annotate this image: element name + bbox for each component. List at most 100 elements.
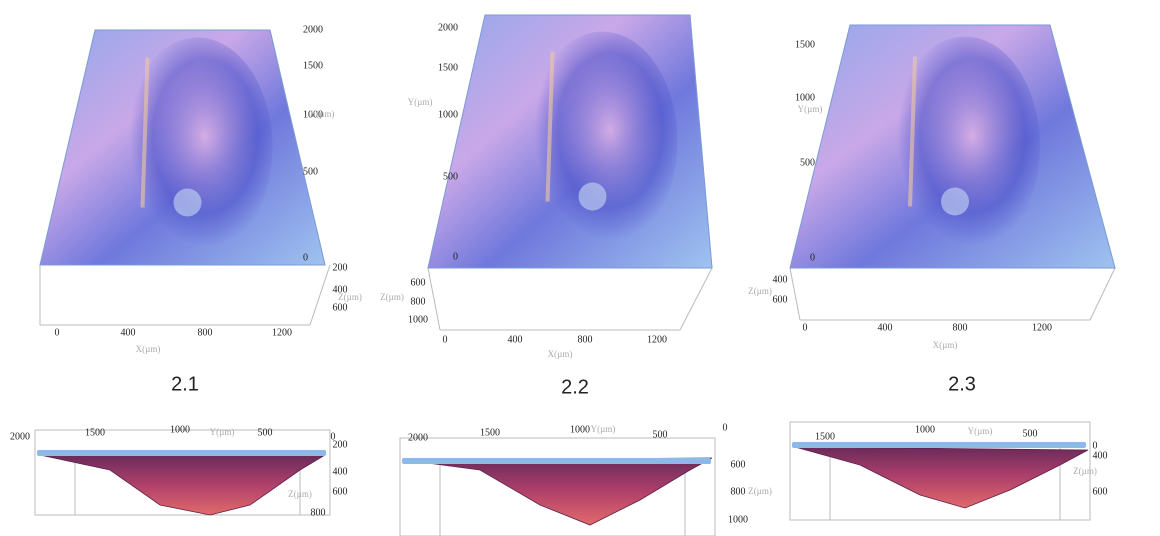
y-tick-label: 0	[331, 431, 336, 442]
y-tick-label: 1500	[303, 60, 323, 71]
axis-box-edge	[789, 267, 801, 321]
z-tick-label: 200	[333, 262, 348, 273]
y-axis-label: Y(µm)	[210, 427, 235, 437]
y-axis-label: Y(µm)	[591, 424, 616, 434]
rim	[792, 442, 1086, 448]
z-tick-label: 600	[411, 277, 426, 288]
x-tick-label: 400	[508, 334, 523, 345]
crater-bump	[173, 188, 202, 217]
z-tick-label: 600	[773, 294, 788, 305]
x-axis-label: X(µm)	[548, 349, 573, 359]
rim	[402, 458, 711, 464]
y-tick-label: 0	[723, 422, 728, 433]
y-tick-label: 1000	[438, 109, 458, 120]
z-tick-label: 400	[333, 466, 348, 477]
crater	[527, 31, 678, 252]
x-tick-label: 800	[578, 334, 593, 345]
y-tick-label: 1500	[815, 431, 835, 442]
y-tick-label: 1500	[795, 39, 815, 50]
basin	[794, 446, 1089, 509]
z-axis-label: Z(µm)	[748, 286, 772, 296]
basin	[404, 457, 713, 526]
y-tick-label: 1000	[303, 109, 323, 120]
z-tick-label: 800	[411, 296, 426, 307]
caption: 2.3	[948, 373, 976, 395]
crater-ridge	[140, 57, 150, 208]
y-tick-label: 2000	[438, 22, 458, 33]
y-tick-label: 1500	[480, 427, 500, 438]
z-tick-label: 200	[333, 439, 348, 450]
crater	[122, 37, 273, 258]
z-tick-label: 600	[333, 302, 348, 313]
y-tick-label: 1000	[570, 424, 590, 435]
z-tick-label: 600	[333, 486, 348, 497]
y-tick-label: 500	[443, 171, 458, 182]
y-tick-label: 500	[303, 166, 318, 177]
z-axis-label: Z(µm)	[380, 292, 404, 302]
z-axis-label: Z(µm)	[288, 489, 312, 499]
x-tick-label: 0	[803, 322, 808, 333]
z-tick-label: 600	[1093, 486, 1108, 497]
z-tick-label: 1000	[728, 514, 748, 525]
y-tick-label: 500	[653, 429, 668, 440]
x-tick-label: 1200	[272, 327, 292, 338]
crater-ridge	[908, 56, 917, 207]
z-tick-label: 400	[1093, 450, 1108, 461]
y-tick-label: 2000	[408, 432, 428, 443]
x-tick-label: 400	[121, 327, 136, 338]
x-tick-label: 800	[198, 327, 213, 338]
basin	[39, 454, 327, 516]
crater	[890, 36, 1040, 257]
x-tick-label: 400	[878, 322, 893, 333]
y-tick-label: 0	[303, 252, 308, 263]
y-tick-label: 0	[453, 251, 458, 262]
y-tick-label: 500	[800, 157, 815, 168]
z-tick-label: 800	[731, 486, 746, 497]
x-tick-label: 0	[55, 327, 60, 338]
y-tick-label: 0	[1093, 440, 1098, 451]
z-tick-label: 800	[311, 507, 326, 518]
y-axis-label: Y(µm)	[968, 426, 993, 436]
z-tick-label: 1000	[408, 314, 428, 325]
plots: 0 400 800 12002000150010005000200400600X(µm…	[10, 14, 1116, 536]
x-tick-label: 1200	[1032, 322, 1052, 333]
y-axis-label: Y(µm)	[798, 104, 823, 114]
y-tick-label: 1000	[795, 92, 815, 103]
side-box	[34, 429, 331, 516]
caption: 2.1	[171, 373, 199, 395]
side-box	[789, 421, 1091, 521]
y-axis-label: Y(µm)	[310, 109, 335, 119]
x-axis-label: X(µm)	[136, 344, 161, 354]
y-tick-label: 0	[810, 252, 815, 263]
axis-box-edge	[679, 267, 713, 331]
y-tick-label: 2000	[10, 431, 30, 442]
y-tick-label: 500	[1023, 428, 1038, 439]
y-tick-label: 1500	[85, 427, 105, 438]
z-axis-label: Z(µm)	[748, 486, 772, 496]
y-axis-label: Y(µm)	[408, 97, 433, 107]
x-tick-label: 800	[953, 322, 968, 333]
y-tick-label: 500	[258, 427, 273, 438]
crater-bump	[578, 182, 607, 211]
axis-box-edge	[309, 264, 331, 326]
x-tick-label: 1200	[647, 334, 667, 345]
crater-ridge	[545, 51, 555, 202]
z-tick-label: 600	[731, 459, 746, 470]
y-tick-label: 1000	[170, 424, 190, 435]
z-tick-label: 400	[333, 284, 348, 295]
rim	[37, 450, 326, 456]
caption: 2.2	[561, 376, 589, 398]
y-tick-label: 1500	[438, 62, 458, 73]
z-tick-label: 400	[773, 274, 788, 285]
crater-bump	[941, 187, 969, 216]
y-tick-label: 1000	[915, 424, 935, 435]
side-box	[399, 437, 716, 536]
z-axis-label: Z(µm)	[1073, 466, 1097, 476]
axis-box-edge	[1089, 267, 1116, 321]
x-tick-label: 0	[443, 334, 448, 345]
axis-box-edge	[427, 267, 441, 331]
z-axis-label: Z(µm)	[338, 292, 362, 302]
x-axis-label: X(µm)	[933, 340, 958, 350]
y-tick-label: 2000	[303, 24, 323, 35]
